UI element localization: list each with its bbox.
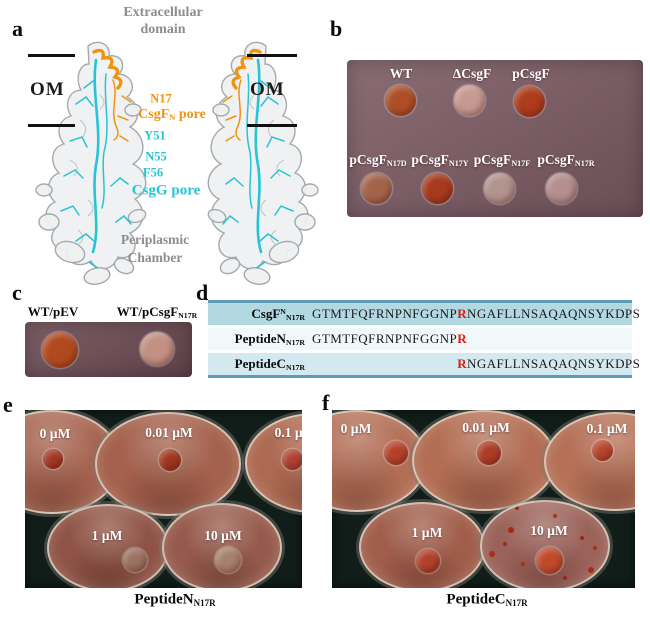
membrane-line-bottom-left <box>28 124 75 127</box>
csgg-pore-label: CsgG pore <box>131 182 201 199</box>
colony-spot-0p1um <box>282 449 302 470</box>
colony-label-dcsgf: ΔCsgF <box>452 65 492 81</box>
colony-label-n17d: pCsgFN17D <box>349 151 407 169</box>
colony-label-wt-pev: WT/pEV <box>27 304 79 319</box>
concentration-label: 0 µM <box>39 426 71 441</box>
panel-a-letter: a <box>12 16 23 41</box>
petri-dish-10um <box>480 500 610 588</box>
sequence-text: GTMTFQFRNPNFGGNPRNGAFLLNSAQAQNSYKDPS <box>457 356 641 371</box>
extracellular-domain-label-line1: Extracellular <box>123 5 203 20</box>
colony-spot-0p01um <box>159 449 181 471</box>
agar-plate-photo-b: WT ΔCsgF pCsgF pCsgFN17D pCsgFN17Y pCsgF… <box>347 60 643 217</box>
residue-label-y51: Y51 <box>144 128 166 143</box>
colony-spot-n17f <box>484 173 515 204</box>
colony-spot-pcsgf <box>514 86 545 117</box>
residue-label-n17: N17 <box>150 91 172 106</box>
colony-spot-dcsgf <box>454 85 485 116</box>
sequence-text: GTMTFQFRNPNFGGNPRNGAFLLNSAQAQNSYKDPS <box>312 306 641 321</box>
concentration-label: 1 µM <box>411 525 443 540</box>
colony-label-n17y: pCsgFN17Y <box>411 151 469 169</box>
sequence-row-label: CsgFNN17R <box>251 306 305 322</box>
colony-label-n17f: pCsgFN17F <box>473 151 531 169</box>
colony-spot-10um <box>536 547 563 574</box>
concentration-label: 0.1 µM <box>586 421 628 436</box>
colony-spot-n17d <box>361 173 392 204</box>
concentration-label: 10 µM <box>530 523 568 538</box>
petri-dish-photo-f: 0 µM 0.01 µM 0.1 µM 1 µM 10 µM <box>332 410 635 588</box>
sequence-row-peptiden-n17r: PeptideNN17R GTMTFQFRNPNFGGNPR <box>208 328 632 350</box>
petri-dish-photo-e: 0 µM 0.01 µM 0.1 µM 1 µM 10 µM <box>25 410 302 588</box>
colony-spot-n17y <box>422 173 453 204</box>
colony-label-wt-pcsgf-n17r: WT/pCsgFN17R <box>116 304 198 320</box>
petri-dish-0p01um <box>412 410 556 511</box>
om-label-left: OM <box>30 79 65 100</box>
concentration-label: 0.1 µM <box>274 425 302 440</box>
colony-spot-1um <box>123 548 147 572</box>
concentration-label: 0 µM <box>340 421 372 436</box>
mutated-residue: R <box>457 331 468 346</box>
colony-label-pcsgf: pCsgF <box>512 65 550 81</box>
sequence-text: GTMTFQFRNPNFGGNPR <box>312 331 468 346</box>
petri-dish-1um <box>359 502 485 588</box>
colony-spot-10um <box>215 547 241 573</box>
concentration-label: 1 µM <box>91 528 123 543</box>
sequence-row-label: PeptideNN17R <box>234 331 305 347</box>
concentration-label: 0.01 µM <box>462 420 510 435</box>
petri-dish-10um <box>162 503 282 588</box>
panel-e-letter: e <box>3 392 13 417</box>
colony-label-wt: WT <box>389 65 413 81</box>
periplasmic-chamber-label-line1: Periplasmic <box>120 232 190 247</box>
panel-f-caption: PeptideCN17R <box>446 591 528 608</box>
sequence-row-label: PeptideCN17R <box>234 356 305 372</box>
colony-label-n17r: pCsgFN17R <box>537 151 595 169</box>
colony-spot-n17r <box>546 173 577 204</box>
panel-f-letter: f <box>322 390 330 415</box>
agar-strip-photo-c <box>25 322 192 377</box>
petri-dish-0um <box>332 410 427 512</box>
panel-d-letter: d <box>196 280 209 305</box>
colony-spot-0um <box>384 441 408 465</box>
sequence-row-peptidec-n17r: PeptideCN17R GTMTFQFRNPNFGGNPRNGAFLLNSAQ… <box>208 353 640 375</box>
membrane-line-bottom-right <box>247 124 297 127</box>
colony-spot-wt <box>385 85 416 116</box>
concentration-label: 0.01 µM <box>145 425 193 440</box>
panel-b-letter: b <box>330 16 343 41</box>
petri-dish-1um <box>47 504 169 588</box>
colony-spot-0p1um <box>592 440 613 461</box>
petri-dish-0um <box>25 410 121 514</box>
periplasmic-chamber-label-line2: Chamber <box>127 250 183 265</box>
membrane-line-top-right <box>247 54 297 57</box>
colony-spot-1um <box>416 549 440 573</box>
sequence-alignment-table: CsgFNN17R GTMTFQFRNPNFGGNPRNGAFLLNSAQAQN… <box>208 300 640 378</box>
colony-spot-wt-pev <box>42 332 78 368</box>
colony-spot-0p01um <box>477 441 501 465</box>
colony-spot-wt-pcsgf-n17r <box>140 332 174 366</box>
sequence-row-csgf-n17r: CsgFNN17R GTMTFQFRNPNFGGNPRNGAFLLNSAQAQN… <box>208 303 640 325</box>
mutated-residue: R <box>457 356 468 371</box>
residue-label-f56: F56 <box>142 165 164 180</box>
residue-label-n55: N55 <box>145 149 167 164</box>
extracellular-domain-label-line2: domain <box>140 22 186 37</box>
mutated-residue: R <box>457 306 468 321</box>
csgf-pore-label: CsgFN pore <box>138 107 206 123</box>
panel-e-caption: PeptideNN17R <box>134 591 216 608</box>
petri-dish-0p1um <box>544 412 635 511</box>
membrane-line-top-left <box>28 54 75 57</box>
panel-c-letter: c <box>12 280 22 305</box>
concentration-label: 10 µM <box>204 528 242 543</box>
om-label-right: OM <box>250 79 285 100</box>
colony-spot-0um <box>43 449 63 469</box>
